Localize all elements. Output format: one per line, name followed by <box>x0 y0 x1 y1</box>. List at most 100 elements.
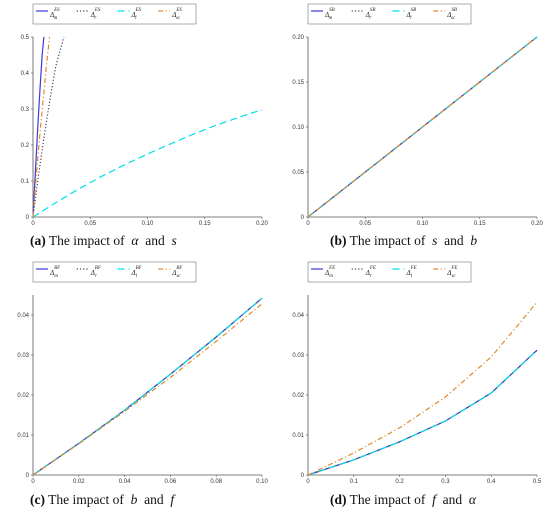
y-tick-label-c: 0.02 <box>17 393 29 399</box>
x-tick-label-d: 0.5 <box>533 479 542 485</box>
x-tick-label-c: 0.02 <box>73 479 85 485</box>
caption-a-var2: s <box>171 233 177 248</box>
series-line-b-4 <box>307 36 538 218</box>
caption-b: (b) The impact of s and b <box>330 233 477 249</box>
chart-panel-b: 0 0.05 0.10 0.15 0.20 0 0.05 0.10 0.15 0.20 ΔSB m ΔS… <box>292 3 543 227</box>
plot-area-a <box>32 36 263 218</box>
chart-panel-c: 0 0.02 0.04 0.06 0.08 0.10 0 0.01 0.02 0.03 0.04 ΔB… <box>17 261 268 485</box>
x-tick-label-c: 0 <box>31 479 35 485</box>
caption-a-tag: (a) <box>30 233 46 248</box>
legend-label-c-2: ΔBF r <box>90 266 102 279</box>
x-tick-label-a: 0.05 <box>84 221 96 227</box>
caption-a-and: and <box>145 233 165 248</box>
y-tick-label-d: 0.04 <box>292 313 304 319</box>
series-line-a-1 <box>32 36 45 218</box>
x-tick-label-d: 0.4 <box>487 479 496 485</box>
x-tick-label-c: 0.08 <box>210 479 222 485</box>
legend-label-a-3: ΔES l <box>131 8 142 21</box>
x-tick-label-d: 0.2 <box>395 479 404 485</box>
series-line-d-1 <box>307 349 538 476</box>
caption-c-var1: b <box>130 492 138 507</box>
y-tick-label-a: 0.1 <box>21 179 30 185</box>
x-tick-label-d: 0.1 <box>350 479 359 485</box>
x-tick-label-d: 0 <box>306 479 310 485</box>
y-tick-label-c: 0.03 <box>17 353 29 359</box>
x-tick-label-d: 0.3 <box>441 479 450 485</box>
legend-a <box>32 3 197 25</box>
legend-label-b-2: ΔSB r <box>365 8 376 21</box>
caption-d-var2: α <box>468 492 476 507</box>
chart-panel-d: 0 0.1 0.2 0.3 0.4 0.5 0 0.01 0.02 0.03 0.04 ΔFE m ΔFE… <box>292 261 542 485</box>
series-line-a-3 <box>32 109 263 218</box>
x-tick-label-b: 0.20 <box>531 221 543 227</box>
caption-a-var1: α <box>131 233 139 248</box>
y-tick-label-b: 0.15 <box>292 80 304 86</box>
caption-c: (c) The impact of b and f <box>30 492 174 508</box>
legend-label-b-1: ΔSB m <box>324 8 335 21</box>
series-line-c-2 <box>32 297 263 476</box>
y-tick-label-a: 0 <box>26 215 30 221</box>
y-tick-label-b: 0.05 <box>292 170 304 176</box>
legend-label-d-4: ΔFE sc <box>446 266 457 279</box>
series-line-c-1 <box>32 297 263 476</box>
legend-label-c-3: ΔBF l <box>131 266 143 279</box>
x-tick-label-a: 0.10 <box>142 221 154 227</box>
legend-label-a-1: ΔES m <box>49 8 60 21</box>
series-line-c-4 <box>32 303 263 476</box>
caption-a-text: The impact of <box>48 233 125 248</box>
series-line-a-2 <box>32 36 65 218</box>
x-tick-label-a: 0.20 <box>256 221 268 227</box>
y-tick-label-b: 0.10 <box>292 125 304 131</box>
legend-d <box>307 261 472 283</box>
y-tick-label-b: 0.20 <box>292 35 304 41</box>
legend-label-d-2: ΔFE r <box>365 266 376 279</box>
caption-b-var1: s <box>432 233 438 248</box>
x-tick-label-c: 0.06 <box>165 479 177 485</box>
x-tick-label-c: 0.04 <box>119 479 131 485</box>
legend-label-c-1: ΔBF m <box>49 266 61 279</box>
caption-b-and: and <box>444 233 464 248</box>
y-tick-label-c: 0.01 <box>17 433 29 439</box>
caption-d: (d) The impact of f and α <box>330 492 476 508</box>
caption-b-tag: (b) <box>330 233 347 248</box>
caption-d-and: and <box>442 492 463 507</box>
legend-label-d-3: ΔFE l <box>406 266 417 279</box>
caption-c-and: and <box>144 492 164 507</box>
plot-area-d <box>307 301 538 476</box>
caption-b-text: The impact of <box>349 233 426 248</box>
caption-b-var2: b <box>470 233 478 248</box>
y-tick-label-b: 0 <box>301 215 305 221</box>
y-tick-label-a: 0.4 <box>21 71 30 77</box>
legend-label-b-3: ΔSB l <box>406 8 417 21</box>
series-line-a-4 <box>32 36 51 218</box>
y-tick-label-c: 0 <box>26 473 30 479</box>
caption-c-var2: f <box>170 492 175 507</box>
y-tick-label-d: 0.03 <box>292 353 304 359</box>
caption-d-text: The impact of <box>349 492 426 507</box>
y-tick-label-d: 0.02 <box>292 393 304 399</box>
legend-label-c-4: ΔBF sc <box>171 266 183 279</box>
x-tick-label-c: 0.10 <box>256 479 268 485</box>
series-line-c-3 <box>32 297 263 476</box>
caption-c-text: The impact of <box>48 492 124 507</box>
caption-a: (a) The impact of α and s <box>30 233 177 249</box>
plot-area-c <box>32 297 263 476</box>
x-tick-label-b: 0.15 <box>474 221 486 227</box>
legend-b <box>307 3 472 25</box>
y-tick-label-a: 0.5 <box>21 35 30 41</box>
caption-d-var1: f <box>432 492 436 507</box>
legend-label-a-2: ΔES r <box>90 8 101 21</box>
caption-c-tag: (c) <box>30 492 45 507</box>
x-tick-label-b: 0 <box>306 221 310 227</box>
caption-d-tag: (d) <box>330 492 347 507</box>
legend-label-d-1: ΔFE m <box>324 266 335 279</box>
plot-area-b <box>307 36 538 218</box>
y-tick-label-a: 0.2 <box>21 143 30 149</box>
y-tick-label-a: 0.3 <box>21 107 30 113</box>
chart-panel-a: 0 0.05 0.10 0.15 0.20 0 0.1 0.2 0.3 0.4 0.5 ΔES m ΔES… <box>21 3 268 227</box>
y-tick-label-d: 0.01 <box>292 433 304 439</box>
x-tick-label-b: 0.10 <box>417 221 429 227</box>
x-tick-label-a: 0.15 <box>199 221 211 227</box>
x-tick-label-b: 0.05 <box>359 221 371 227</box>
series-line-d-3 <box>307 349 538 476</box>
